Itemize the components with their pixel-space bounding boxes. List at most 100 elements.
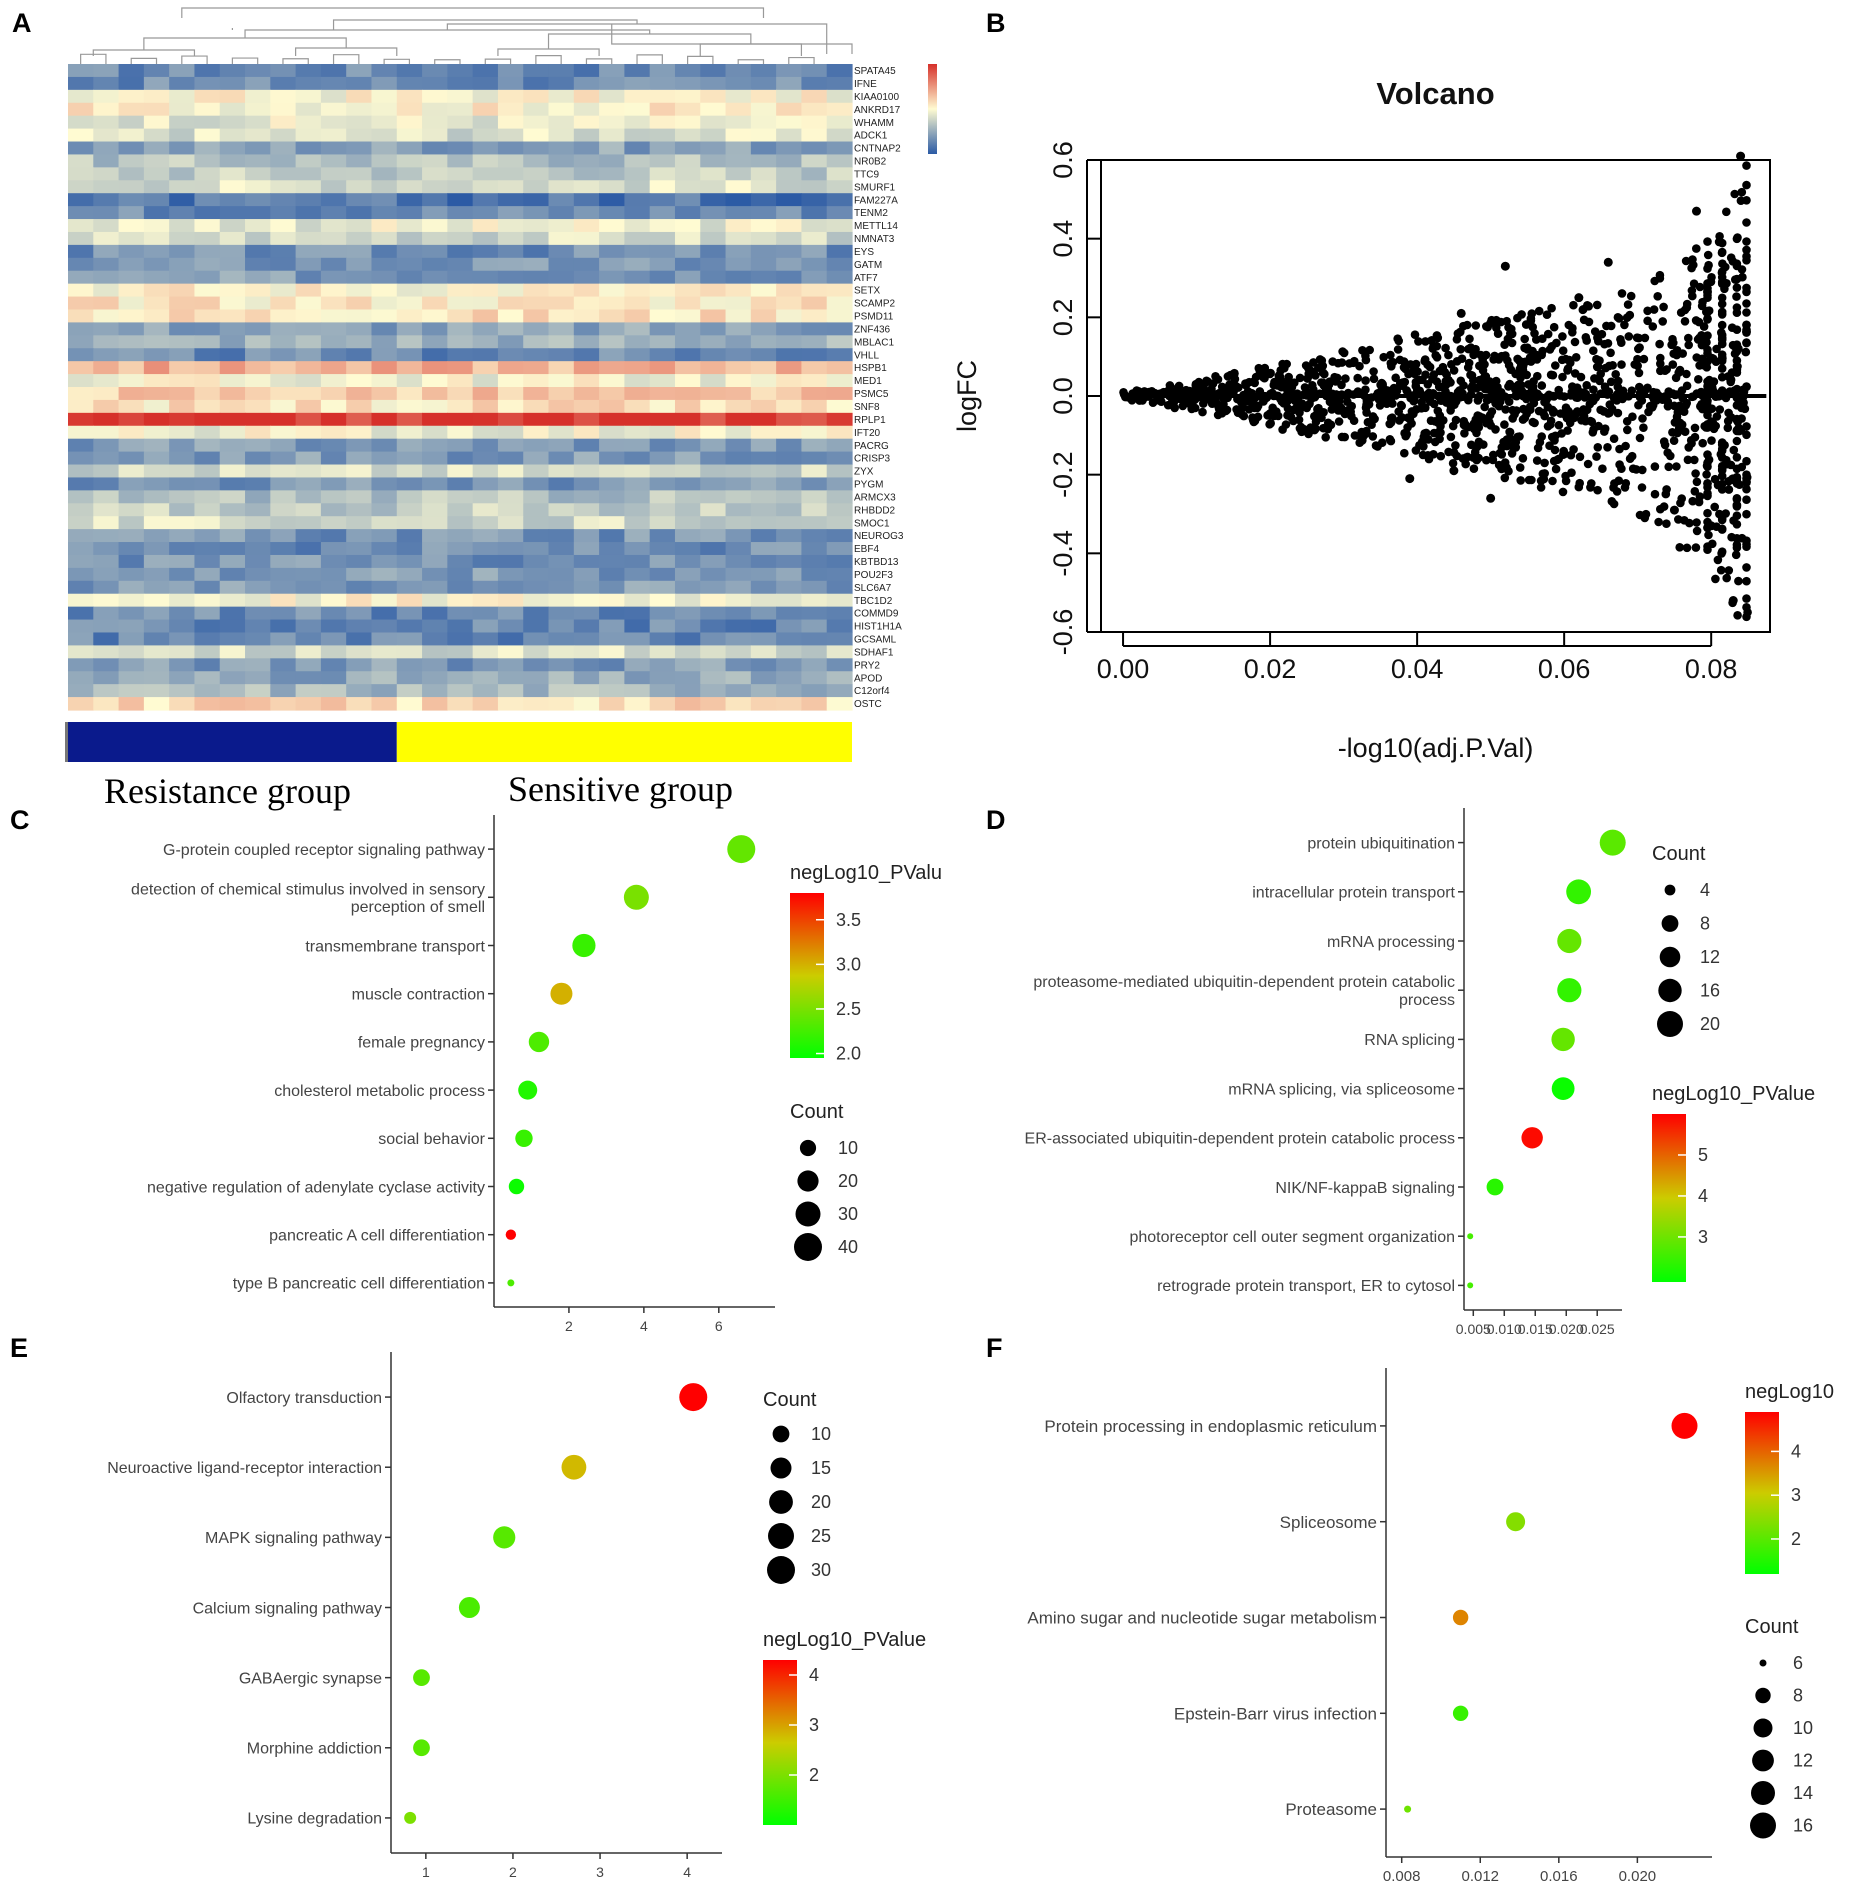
x-tick-label: 2 [509, 1864, 517, 1880]
volcano-point [1732, 303, 1742, 312]
x-tick-label: 0.008 [1383, 1868, 1421, 1885]
volcano-point [1742, 612, 1751, 622]
volcano-point [1449, 366, 1459, 375]
heatmap-cell [700, 128, 727, 143]
heatmap-cell [548, 645, 575, 659]
heatmap-cell [573, 425, 600, 440]
heatmap-cell [371, 193, 398, 207]
volcano-point [1386, 436, 1396, 446]
volcano-point [1682, 398, 1691, 408]
volcano-point [1732, 274, 1742, 284]
heatmap-cell [725, 451, 752, 466]
heatmap-cell [523, 425, 550, 440]
heatmap-cell [169, 464, 196, 479]
volcano-point [1695, 333, 1704, 343]
heatmap-cell [270, 76, 297, 91]
heatmap-cell [245, 516, 271, 530]
heatmap-cell [599, 645, 625, 659]
heatmap-cell [801, 464, 828, 479]
heatmap-cell [143, 283, 170, 298]
volcano-point [1703, 508, 1712, 518]
volcano-point [1448, 459, 1458, 468]
heatmap-cell [118, 206, 145, 220]
heatmap-cell [169, 193, 196, 207]
heatmap-cell [270, 529, 297, 543]
dendrogram-link [585, 58, 613, 64]
heatmap-cell [320, 167, 347, 181]
category-label: Spliceosome [1280, 1513, 1377, 1532]
volcano-point [1387, 362, 1396, 371]
x-tick-label: 0.016 [1540, 1868, 1578, 1885]
heatmap-cell [523, 632, 550, 646]
heatmap-cell [270, 115, 297, 130]
volcano-point [1732, 415, 1742, 425]
gene-label: CNTNAP2 [854, 144, 901, 155]
volcano-point [1660, 440, 1670, 450]
volcano-point [1430, 437, 1440, 447]
volcano-point [1558, 372, 1567, 382]
heatmap-cell [396, 451, 423, 466]
volcano-point [1284, 372, 1293, 382]
volcano-point [1623, 425, 1632, 435]
volcano-point [1469, 350, 1478, 360]
heatmap-cell [776, 219, 803, 233]
heatmap-cell [118, 412, 145, 427]
gene-label: TENM2 [854, 208, 888, 219]
volcano-point [1696, 402, 1705, 411]
heatmap-cell [750, 89, 777, 104]
heatmap-cell [826, 244, 853, 259]
volcano-point [1703, 250, 1713, 260]
heatmap-cell [68, 516, 94, 530]
category-label-line: photoreceptor cell outer segment organiz… [1129, 1229, 1455, 1246]
x-tick-label: 0.012 [1461, 1868, 1499, 1885]
heatmap-cell [295, 141, 322, 156]
dot [1486, 1178, 1504, 1196]
heatmap-cell [422, 335, 448, 349]
heatmap-cell [750, 76, 777, 91]
heatmap-cell [320, 438, 347, 453]
volcano-point [1600, 424, 1610, 434]
heatmap-cell [599, 309, 625, 323]
heatmap-cell [573, 451, 600, 466]
y-tick-label: -0.6 [1048, 609, 1078, 656]
size-legend-dot [794, 1233, 822, 1261]
heatmap-cell [118, 115, 145, 130]
heatmap-cell [523, 684, 550, 698]
volcano-point [1353, 373, 1362, 383]
heatmap-cell [725, 270, 752, 285]
heatmap-cell [523, 270, 550, 285]
heatmap-cell [245, 542, 271, 556]
heatmap-cell [295, 270, 322, 285]
heatmap-cell [472, 102, 499, 117]
heatmap-cell [548, 516, 575, 530]
heatmap-cell [674, 348, 701, 362]
heatmap-cell [371, 619, 398, 634]
volcano-point [1742, 509, 1751, 519]
volcano-point [1442, 370, 1451, 380]
heatmap-cell [750, 296, 777, 311]
volcano-point [1536, 483, 1546, 492]
heatmap-cell [472, 167, 499, 181]
volcano-point [1211, 372, 1220, 381]
heatmap-cell [422, 619, 448, 634]
heatmap-cell [801, 244, 828, 259]
heatmap-cell [245, 593, 271, 608]
heatmap-cell [396, 141, 423, 156]
heatmap-cell [143, 89, 170, 104]
heatmap-cell [826, 76, 853, 91]
heatmap-cell [422, 567, 448, 582]
heatmap-cell [649, 412, 676, 427]
panel-f-dotplot: Protein processing in endoplasmic reticu… [1027, 1368, 1834, 1885]
category-label-line: muscle contraction [352, 986, 485, 1003]
volcano-point [1713, 555, 1723, 565]
gene-label: PSMD11 [854, 312, 894, 323]
heatmap-cell [169, 348, 196, 362]
heatmap-cell [548, 632, 575, 646]
heatmap-cell [219, 387, 246, 401]
heatmap-cell [295, 412, 322, 427]
x-tick-label: 0.00 [1097, 654, 1150, 684]
volcano-point [1540, 458, 1549, 468]
heatmap-cell [245, 141, 271, 156]
heatmap-cell [295, 89, 322, 104]
volcano-point [1742, 563, 1751, 572]
